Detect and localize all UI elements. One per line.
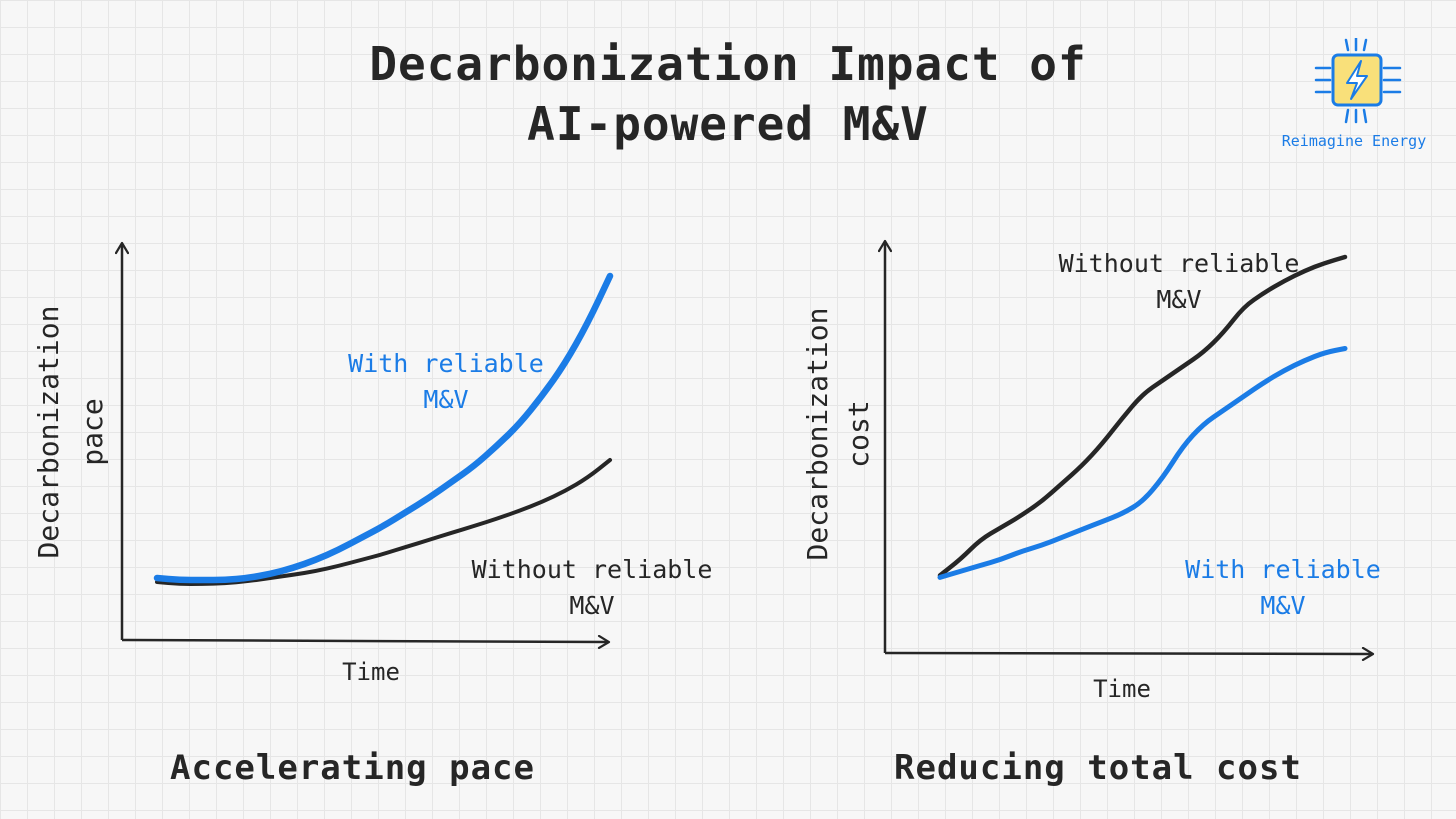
- title-line-2: AI-powered M&V: [527, 97, 929, 151]
- chart1-label-with-line-2: M&V: [423, 385, 468, 414]
- chart2-x-label: Time: [1093, 675, 1151, 703]
- page-title: Decarbonization Impact of AI-powered M&V: [228, 34, 1228, 154]
- title-line-1: Decarbonization Impact of: [369, 37, 1087, 91]
- chart1-caption: Accelerating pace: [170, 748, 535, 788]
- logo: Reimagine Energy: [1262, 38, 1446, 158]
- chart2-y-label-line-1: Decarbonization: [801, 308, 834, 561]
- chart1-series-with-reliable-mv: [153, 272, 614, 584]
- chart1-y-label-line-1: Decarbonization: [32, 306, 65, 559]
- chart2-label-without-line-1: Without reliable: [1059, 249, 1300, 278]
- chart2-label-with-line-2: M&V: [1260, 591, 1305, 620]
- chart2-caption: Reducing total cost: [894, 748, 1302, 788]
- chart1-label-with-line-1: With reliable: [348, 349, 544, 378]
- chart2-y-label-line-2: cost: [842, 400, 875, 467]
- lightning-chip-icon: [1314, 38, 1402, 124]
- chart1-y-label-line-2: pace: [76, 398, 109, 465]
- chart2-label-with-line-1: With reliable: [1185, 555, 1381, 584]
- chart2-series-with-reliable-mv: [937, 346, 1348, 580]
- chart2-series-without-reliable-mv: [937, 254, 1348, 578]
- chart1-label-without-line-1: Without reliable: [472, 555, 713, 584]
- chart-accelerating-pace: Time Decarbonization pace With reliable …: [32, 244, 712, 686]
- chart1-series-without-reliable-mv: [155, 458, 612, 586]
- chart1-x-axis: [121, 640, 608, 642]
- logo-text: Reimagine Energy: [1281, 132, 1427, 150]
- chart2-x-axis: [884, 653, 1372, 654]
- chart1-label-without-line-2: M&V: [569, 591, 614, 620]
- chart2-label-without-line-2: M&V: [1156, 285, 1201, 314]
- chart-reducing-total-cost: Time Decarbonization cost Without reliab…: [801, 242, 1381, 703]
- chart1-x-label: Time: [342, 658, 400, 686]
